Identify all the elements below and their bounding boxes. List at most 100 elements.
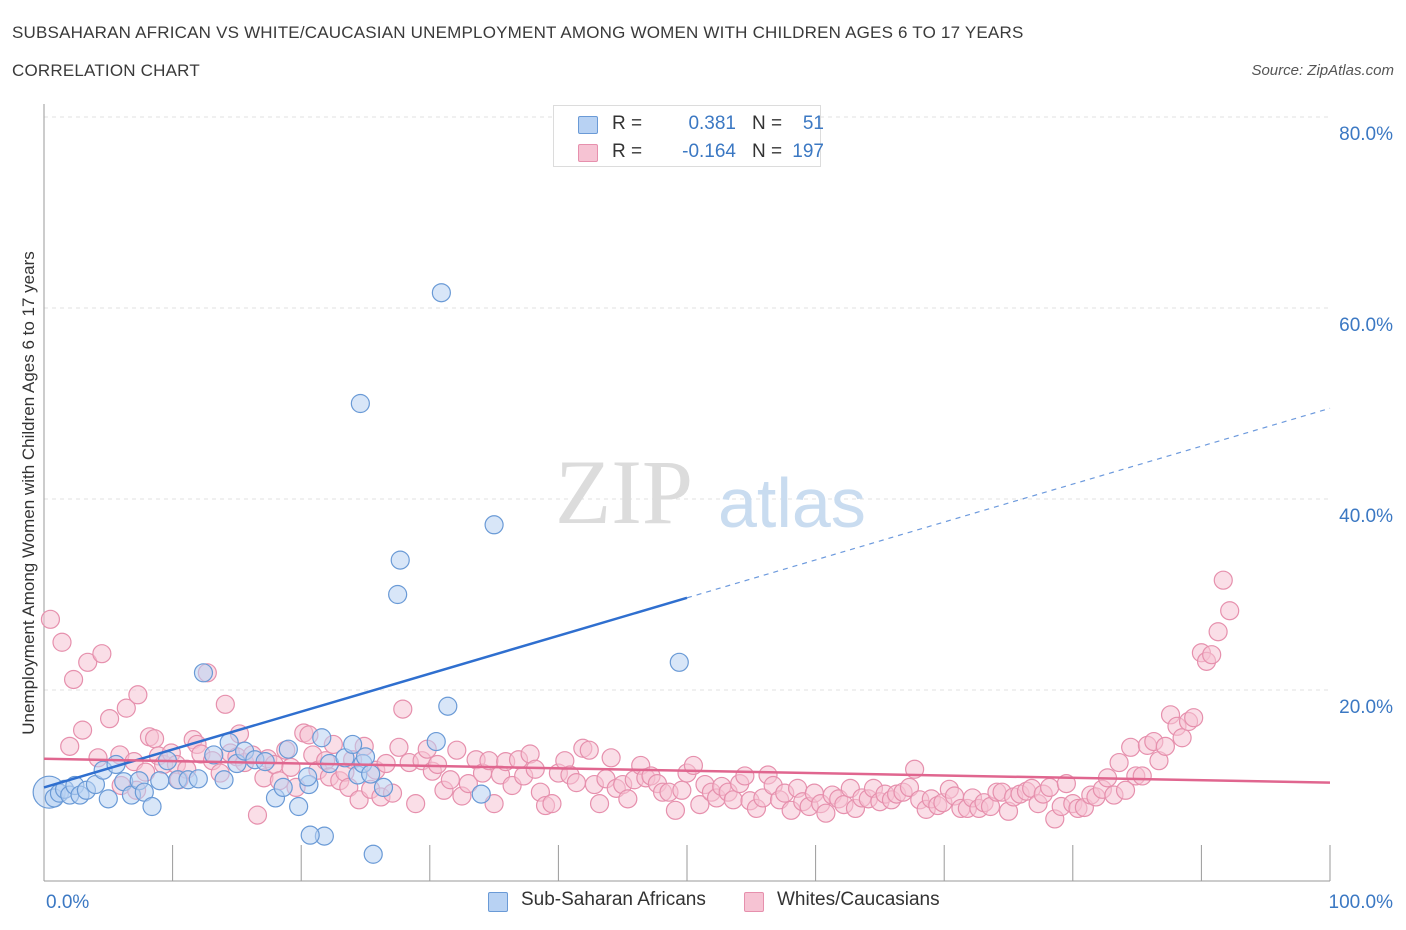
sub-saharan-point bbox=[298, 767, 318, 787]
white-caucasian-point bbox=[440, 770, 460, 790]
white-caucasian-point bbox=[899, 777, 920, 798]
white-caucasian-point bbox=[447, 740, 467, 760]
white-caucasian-point bbox=[1121, 737, 1141, 757]
white-caucasian-point bbox=[99, 709, 120, 729]
white-caucasian-point bbox=[60, 736, 80, 756]
sub-saharan-point bbox=[193, 663, 214, 683]
white-caucasian-point bbox=[566, 773, 587, 793]
white-caucasian-point bbox=[1155, 736, 1175, 756]
sub-saharan-trend-solid bbox=[43, 596, 688, 789]
white-caucasian-point bbox=[723, 790, 743, 810]
y-tick-label: 60.0% bbox=[1339, 315, 1393, 336]
white-caucasian-point bbox=[78, 652, 98, 672]
sub-saharan-point bbox=[204, 745, 224, 765]
white-caucasian-point bbox=[63, 669, 84, 690]
y-tick-label: 20.0% bbox=[1339, 697, 1393, 718]
white-caucasian-point bbox=[281, 757, 301, 777]
sub-saharan-point bbox=[388, 584, 408, 605]
white-caucasian-point bbox=[427, 754, 448, 775]
white-caucasian-point bbox=[1056, 773, 1076, 794]
white-caucasian-point bbox=[1208, 622, 1228, 642]
chart-subtitle: CORRELATION CHART bbox=[12, 61, 200, 80]
sub-saharan-point bbox=[426, 731, 446, 752]
legend-r-label: R = bbox=[612, 113, 643, 134]
x-tick-labels: 0.0% 100.0% bbox=[46, 892, 1393, 913]
white-caucasian-point bbox=[672, 780, 692, 800]
white-caucasian-point bbox=[665, 800, 686, 820]
white-caucasian-point bbox=[458, 773, 478, 794]
sub-saharan-point bbox=[214, 770, 234, 790]
white-caucasian-point bbox=[128, 685, 148, 705]
legend-n-label: N = bbox=[752, 141, 783, 162]
white-caucasian-trend bbox=[43, 757, 1331, 784]
watermark-zip: ZIP bbox=[555, 441, 693, 543]
white-caucasian-point bbox=[72, 720, 93, 740]
white-caucasian-point bbox=[92, 644, 112, 664]
legend-r-label: R = bbox=[612, 141, 643, 162]
white-caucasian-point bbox=[1040, 777, 1060, 798]
watermark-atlas: atlas bbox=[718, 464, 866, 542]
white-caucasian-point bbox=[376, 753, 396, 774]
sub-saharan-point bbox=[471, 784, 491, 804]
white-caucasian-point bbox=[1115, 780, 1136, 800]
white-caucasian-point bbox=[542, 794, 562, 814]
sub-saharan-point bbox=[484, 515, 504, 535]
sub-saharan-point bbox=[343, 734, 363, 755]
chart-title: SUBSAHARAN AFRICAN VS WHITE/CAUCASIAN UN… bbox=[12, 23, 1024, 42]
sub-saharan-point bbox=[150, 771, 170, 791]
legend-swatch-blue bbox=[578, 116, 598, 134]
sub-saharan-points bbox=[32, 283, 689, 864]
white-caucasian-point bbox=[393, 699, 413, 719]
legend-n-value: 51 bbox=[802, 113, 824, 134]
sub-saharan-point bbox=[188, 769, 208, 789]
white-caucasian-point bbox=[525, 759, 545, 779]
white-caucasian-point bbox=[618, 789, 638, 809]
y-axis-label: Unemployment Among Women with Children A… bbox=[19, 251, 38, 735]
sub-saharan-point bbox=[361, 764, 381, 784]
correlation-legend: R = 0.381 N = 51 R = -0.164 N = 197 bbox=[553, 105, 824, 167]
white-caucasian-point bbox=[1184, 708, 1204, 728]
zipatlas-watermark: ZIP atlas bbox=[555, 441, 866, 543]
white-caucasian-point bbox=[601, 748, 621, 768]
legend-n-label: N = bbox=[752, 113, 783, 134]
sub-saharan-point bbox=[300, 825, 320, 845]
legend-n-value: 197 bbox=[792, 141, 824, 162]
grid-lines bbox=[44, 116, 1330, 691]
sub-saharan-point bbox=[355, 747, 376, 767]
white-caucasian-point bbox=[1172, 728, 1192, 748]
sub-saharan-point bbox=[438, 696, 458, 716]
sub-saharan-point bbox=[350, 393, 370, 414]
white-caucasian-point bbox=[1132, 766, 1152, 786]
trend-lines bbox=[43, 407, 1331, 789]
white-caucasian-point bbox=[406, 794, 426, 814]
sub-saharan-point bbox=[278, 739, 298, 759]
sub-saharan-point bbox=[312, 728, 332, 748]
white-caucasian-point bbox=[484, 794, 504, 814]
white-caucasian-point bbox=[579, 740, 599, 760]
white-caucasian-point bbox=[247, 805, 268, 825]
sub-saharan-point bbox=[142, 796, 162, 817]
sub-saharan-point bbox=[431, 283, 451, 303]
x-tick-label-max: 100.0% bbox=[1329, 892, 1394, 913]
white-caucasian-point bbox=[1202, 645, 1222, 665]
legend-swatch-pink bbox=[578, 144, 598, 162]
white-caucasian-point bbox=[589, 794, 610, 814]
sub-saharan-point bbox=[390, 550, 410, 570]
y-tick-labels: 20.0% 40.0% 60.0% 80.0% bbox=[1339, 124, 1393, 718]
sub-saharan-point bbox=[373, 777, 394, 798]
legend-r-value: -0.164 bbox=[682, 141, 736, 162]
source-credit: Source: ZipAtlas.com bbox=[1251, 62, 1394, 79]
sub-saharan-point bbox=[273, 777, 293, 798]
series-swatch-blue bbox=[488, 892, 508, 912]
white-caucasian-point bbox=[690, 794, 710, 815]
white-caucasian-point bbox=[816, 803, 836, 823]
series-swatch-pink bbox=[744, 892, 764, 912]
white-caucasian-point bbox=[1213, 570, 1233, 590]
white-caucasian-points bbox=[40, 570, 1240, 829]
legend-r-value: 0.381 bbox=[688, 113, 736, 134]
white-caucasian-point bbox=[52, 632, 72, 652]
y-tick-label: 40.0% bbox=[1339, 506, 1393, 527]
sub-saharan-point bbox=[669, 652, 689, 672]
white-caucasian-point bbox=[1109, 752, 1129, 773]
